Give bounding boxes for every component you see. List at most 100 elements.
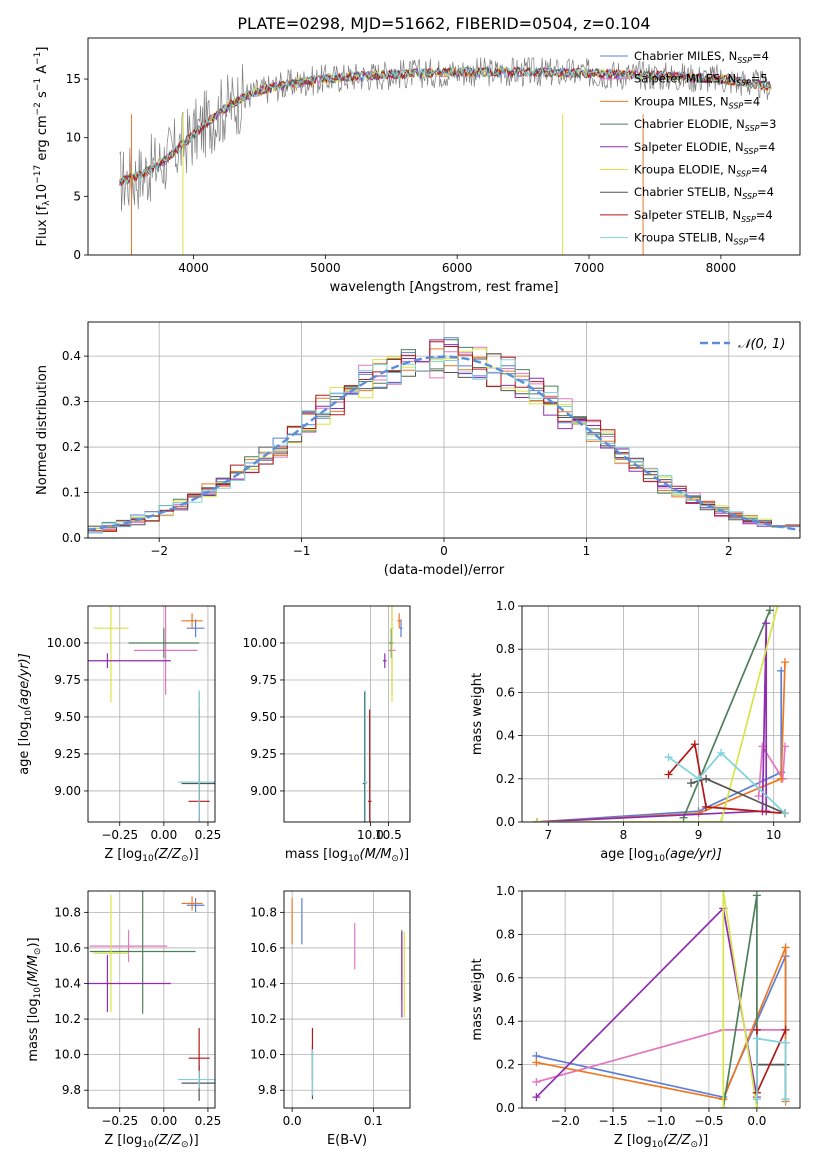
x-tick-label: −0.25 [101,1114,138,1128]
y-tick-label: 10 [66,131,81,145]
weight-line [756,1037,787,1100]
y-tick-label: 10.6 [54,941,81,955]
grid-lines [88,891,215,1108]
panel-mass_vs_ebv: 0.0 0.1 9.8 10.0 10.2 10.4 10.6 10.8 E(B-V) [250,890,411,1148]
panel-weight_vs_Z: −2.0 −1.5 −1.0 −0.5 0.0 0.0 0.2 0.4 0.6 0.8 1.0 Z [… [470,884,801,1150]
weight-marker [694,774,703,783]
y-axis-label: age [log10(age/yr)] [17,653,34,775]
weight-line [682,609,771,819]
legend-label: Chabrier MILES, NSSP=4 [634,49,769,65]
weight-marker [781,943,790,952]
weight-marker [780,809,789,818]
y-tick-label: 0.2 [496,1058,515,1072]
y-tick-label: 10.8 [250,905,277,919]
weight-marker [777,774,786,783]
y-tick-label: 0.0 [496,815,515,829]
weight-marker [717,748,726,757]
legend-label: Chabrier ELODIE, NSSP=3 [634,117,776,133]
y-tick-label: 9.8 [62,1083,81,1097]
x-tick-label: 7 [544,828,552,842]
y-axis-label: mass [log10(M/M⊙)] [26,937,43,1061]
y-tick-label: 0.0 [496,1101,515,1115]
y-tick-label: 0.8 [496,927,515,941]
y-axis-label: Flux [fλ10−17 erg cm−2 s−1 A−1] [33,47,52,247]
x-axis-label: E(B-V) [327,1133,367,1148]
weight-marker [717,818,726,822]
y-axis-label: Normed distribution [35,365,50,495]
weight-marker [781,1025,790,1034]
weight-line [537,606,779,822]
panel-spectrum: 4000 5000 6000 7000 8000 0 5 10 15 wavelength [An… [33,37,801,295]
weight-marker [773,606,782,610]
legend-label: Salpeter ELODIE, NSSP=4 [634,140,775,156]
y-tick-label: 10.4 [250,976,277,990]
weight-marker [532,1077,541,1086]
legend-label: Chabrier STELIB, NSSP=4 [634,185,774,201]
weight-marker [664,753,673,762]
y-tick-label: 10.2 [54,1012,81,1026]
weight-marker [752,891,761,900]
x-axis-label: Z [log10(Z/Z⊙)] [104,847,198,864]
weight-marker [702,802,711,811]
weight-marker [752,1034,761,1043]
y-tick-label: 0.3 [62,395,81,409]
axes-frame [283,890,411,1109]
y-tick-label: 1.0 [496,599,515,613]
x-tick-label: 7000 [574,261,605,275]
weight-line [668,751,786,815]
legend-label: Salpeter MILES, NSSP=5 [634,72,768,88]
weight-line [722,891,758,1108]
y-tick-label: 10.0 [54,1048,81,1062]
x-tick-label: 8 [620,828,628,842]
x-tick-label: 0.0 [747,1114,766,1128]
x-tick-label: 0.25 [195,828,222,842]
weight-marker [719,891,728,895]
x-tick-label: 2 [725,544,733,558]
legend-label: Salpeter STELIB, NSSP=4 [634,208,773,224]
weight-marker [781,1095,790,1104]
plot-area [362,606,403,822]
y-tick-label: 0.4 [62,349,81,363]
weight-marker [752,1095,761,1104]
x-axis-label: wavelength [Angstrom, rest frame] [330,280,559,295]
x-tick-label: 0.1 [364,1114,383,1128]
panel-age_vs_Z: −0.25 0.00 0.25 9.00 9.25 9.50 9.75 10.00 Z [log… [17,605,222,864]
x-tick-label: 5000 [310,261,341,275]
y-tick-label: 0.2 [62,440,81,454]
weight-marker [762,619,771,628]
plot-area [88,337,800,534]
axes-frame [87,890,216,1109]
y-axis-label: mass weight [470,673,485,755]
spectrum-model-line [119,66,772,184]
weight-marker [780,658,789,667]
y-tick-label: 9.75 [250,673,277,687]
y-tick-label: 0.4 [496,729,515,743]
axes-frame [521,890,801,1109]
axes-frame [87,605,216,823]
y-tick-label: 0.1 [62,486,81,500]
plot-area [532,891,790,1108]
x-tick-label: −2 [150,544,168,558]
y-tick-label: 5 [73,189,81,203]
x-tick-label: −0.5 [694,1114,723,1128]
x-tick-label: 8000 [706,261,737,275]
weight-marker [664,770,673,779]
residual-legend: 𝒩(0, 1) [700,337,785,352]
y-tick-label: 10.4 [54,976,81,990]
y-tick-label: 0.6 [496,685,515,699]
panel-mass_vs_Z: −0.25 0.00 0.25 9.8 10.0 10.2 10.4 10.6 10.8 Z [l… [26,890,221,1150]
plot-area [119,57,772,255]
y-tick-label: 0.8 [496,642,515,656]
y-tick-label: 10.00 [243,636,277,650]
y-tick-label: 0.0 [62,531,81,545]
x-tick-label: −2.0 [551,1114,580,1128]
legend-label: Kroupa MILES, NSSP=4 [634,94,760,110]
legend-label: 𝒩(0, 1) [738,337,785,352]
y-tick-label: 10.00 [47,636,81,650]
y-tick-label: 1.0 [496,884,515,898]
y-tick-label: 0.2 [496,772,515,786]
normal-curve [88,355,800,532]
y-tick-label: 15 [66,72,81,86]
plot-area [291,898,405,1100]
